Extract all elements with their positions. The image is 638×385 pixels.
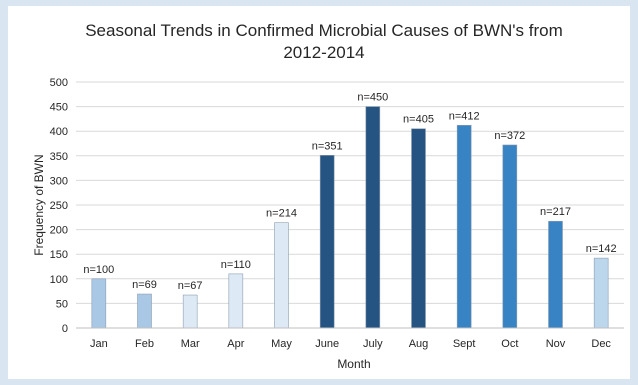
y-axis-label: Frequency of BWN — [32, 154, 46, 255]
x-tick-label-aug: Aug — [409, 338, 429, 350]
x-axis-label: Month — [337, 357, 370, 371]
x-tick-label-mar: Mar — [181, 338, 200, 350]
y-tick-label: 100 — [50, 274, 68, 286]
y-axis-ticks: 0 50 100 150 200 250 300 350 400 450 500 — [50, 77, 68, 335]
data-label-may: n=214 — [266, 208, 297, 220]
y-tick-label: 300 — [50, 175, 68, 187]
bars — [91, 106, 609, 329]
data-labels: n=100 n=69 n=67 n=110 n=214 n=351 n=450 n=405 n=… — [83, 92, 616, 292]
x-tick-label-nov: Nov — [546, 338, 566, 350]
bar-oct — [502, 144, 518, 329]
bar-apr — [228, 273, 244, 329]
chart-title-line-2: 2012-2014 — [283, 43, 364, 62]
x-tick-label-june: June — [315, 338, 339, 350]
y-tick-label: 250 — [50, 200, 68, 212]
bar-jan — [91, 278, 107, 329]
chart-frame: Seasonal Trends in Confirmed Microbial C… — [8, 6, 630, 379]
y-tick-label: 400 — [50, 126, 68, 138]
x-tick-label-sept: Sept — [453, 338, 476, 350]
bar-feb — [137, 293, 152, 329]
y-tick-label: 200 — [50, 225, 68, 237]
y-tick-label: 350 — [50, 151, 68, 163]
bar-june — [319, 155, 335, 329]
bar-mar — [182, 294, 198, 329]
data-label-sept: n=412 — [449, 110, 480, 122]
gridlines — [76, 81, 624, 304]
x-tick-label-apr: Apr — [227, 338, 244, 350]
x-tick-label-may: May — [271, 338, 292, 350]
y-tick-label: 500 — [50, 77, 68, 89]
bar-nov — [548, 220, 563, 329]
y-tick-label: 150 — [50, 249, 68, 261]
x-tick-label-oct: Oct — [501, 338, 518, 350]
y-tick-label: 450 — [50, 102, 68, 114]
data-label-dec: n=142 — [586, 243, 617, 255]
data-label-aug: n=405 — [403, 114, 434, 126]
data-label-june: n=351 — [312, 140, 343, 152]
x-axis-ticks: Jan Feb Mar Apr May June July Aug Sept Oct Nov Dec — [90, 338, 611, 350]
x-tick-label-jan: Jan — [90, 338, 108, 350]
data-label-mar: n=67 — [178, 280, 203, 292]
x-tick-label-july: July — [363, 338, 383, 350]
bar-aug — [411, 128, 426, 329]
bar-july — [365, 106, 381, 329]
bar-may — [274, 222, 289, 329]
x-tick-label-dec: Dec — [591, 338, 611, 350]
bar-chart: Seasonal Trends in Confirmed Microbial C… — [32, 21, 624, 371]
bar-sept — [456, 124, 472, 329]
x-tick-label-feb: Feb — [135, 338, 154, 350]
data-label-apr: n=110 — [221, 259, 251, 271]
chart-title-line-1: Seasonal Trends in Confirmed Microbial C… — [85, 21, 563, 40]
data-label-feb: n=69 — [132, 279, 157, 291]
data-label-jan: n=100 — [83, 264, 114, 276]
data-label-oct: n=372 — [494, 130, 525, 142]
bar-dec — [593, 257, 609, 329]
y-tick-label: 0 — [62, 323, 68, 335]
data-label-nov: n=217 — [540, 206, 571, 218]
y-tick-label: 50 — [56, 298, 68, 310]
data-label-july: n=450 — [357, 92, 388, 104]
